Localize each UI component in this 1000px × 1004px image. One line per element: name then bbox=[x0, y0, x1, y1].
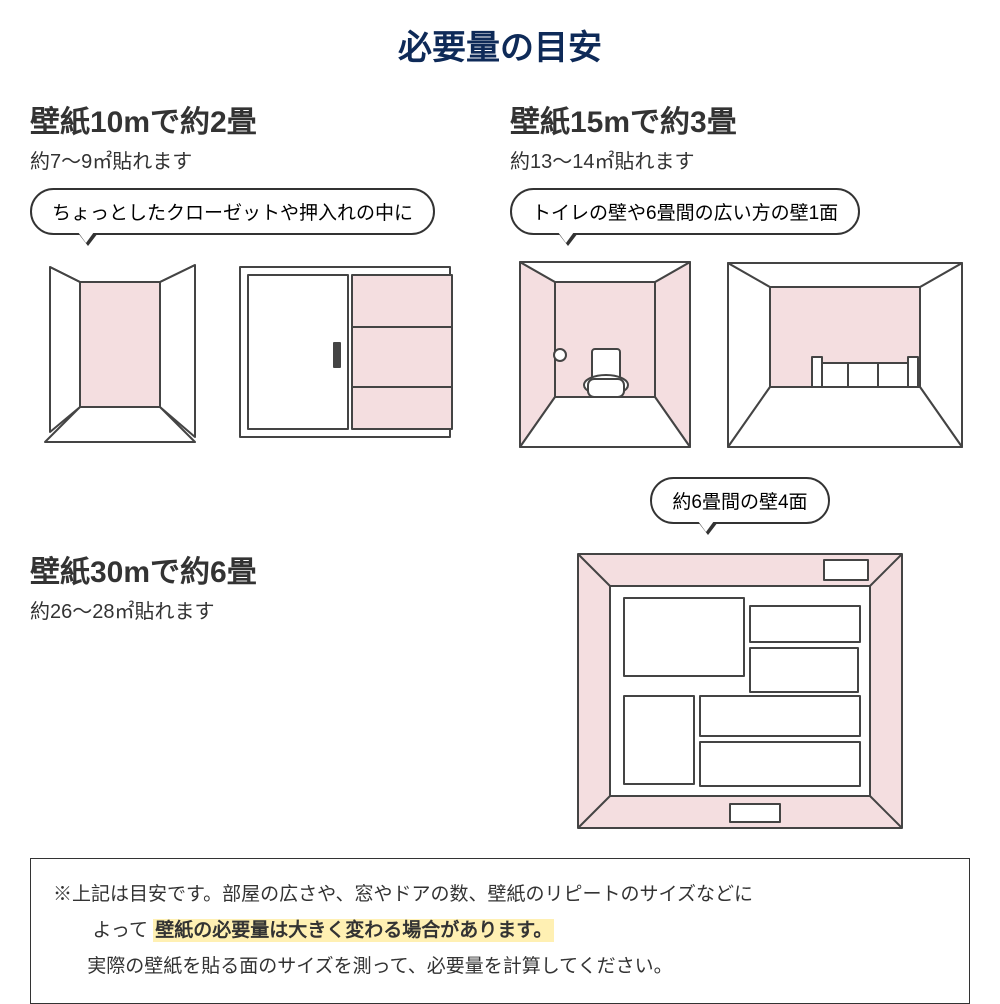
notice-line3-text: 実際の壁紙を貼る面のサイズを測って、必要量を計算してください。 bbox=[87, 956, 672, 977]
section-15m-illustrations bbox=[510, 257, 970, 457]
section-10m-heading: 壁紙10mで約2畳 bbox=[30, 97, 470, 141]
notice-box: ※上記は目安です。部屋の広さや、窓やドアの数、壁紙のリピートのサイズなどに よっ… bbox=[30, 858, 970, 1004]
notice-line1: ※上記は目安です。部屋の広さや、窓やドアの数、壁紙のリピートのサイズなどに bbox=[53, 877, 947, 913]
notice-line2: よって 壁紙の必要量は大きく変わる場合があります。 bbox=[53, 913, 947, 949]
section-10m-bubble: ちょっとしたクローゼットや押入れの中に bbox=[30, 188, 435, 235]
section-30m-illustration-wrap: 約6畳間の壁4面 bbox=[510, 477, 970, 836]
section-30m-sub: 約26～28㎡貼れます bbox=[30, 595, 470, 624]
oshiire-icon bbox=[230, 257, 460, 447]
room-onewall-icon bbox=[720, 257, 970, 457]
section-30m-illustration bbox=[510, 546, 970, 836]
page-title: 必要量の目安 bbox=[30, 20, 970, 69]
section-10m: 壁紙10mで約2畳 約7～9㎡貼れます ちょっとしたクローゼットや押入れの中に bbox=[30, 97, 470, 457]
notice-line3: 実際の壁紙を貼る面のサイズを測って、必要量を計算してください。 bbox=[53, 949, 947, 985]
notice-highlight: 壁紙の必要量は大きく変わる場合があります。 bbox=[153, 919, 554, 942]
section-15m-bubble: トイレの壁や6畳間の広い方の壁1面 bbox=[510, 188, 860, 235]
section-30m: 壁紙30mで約6畳 約26～28㎡貼れます bbox=[30, 477, 470, 836]
toilet-room-icon bbox=[510, 257, 700, 457]
room-fourwalls-icon bbox=[570, 546, 910, 836]
sections-grid: 壁紙10mで約2畳 約7～9㎡貼れます ちょっとしたクローゼットや押入れの中に bbox=[30, 97, 970, 836]
section-15m: 壁紙15mで約3畳 約13～14㎡貼れます トイレの壁や6畳間の広い方の壁1面 bbox=[510, 97, 970, 457]
section-10m-sub: 約7～9㎡貼れます bbox=[30, 145, 470, 174]
section-10m-illustrations bbox=[30, 257, 470, 447]
notice-line2-lead: よって bbox=[92, 920, 147, 941]
section-30m-heading: 壁紙30mで約6畳 bbox=[30, 547, 470, 591]
section-15m-sub: 約13～14㎡貼れます bbox=[510, 145, 970, 174]
section-15m-heading: 壁紙15mで約3畳 bbox=[510, 97, 970, 141]
section-30m-bubble: 約6畳間の壁4面 bbox=[650, 477, 829, 524]
closet-open-icon bbox=[30, 257, 210, 447]
